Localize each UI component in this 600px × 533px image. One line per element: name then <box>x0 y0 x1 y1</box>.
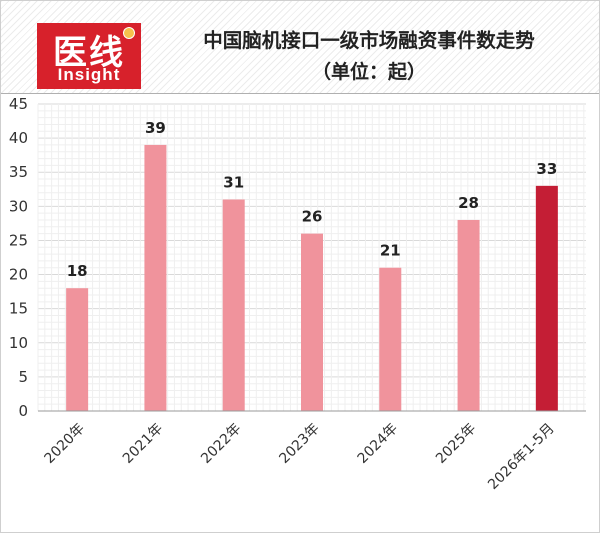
x-tick-label: 2022年 <box>198 421 244 467</box>
data-label: 39 <box>145 119 166 137</box>
bar <box>144 144 167 411</box>
data-label: 21 <box>380 242 401 260</box>
data-label: 18 <box>67 262 88 280</box>
grid-layer <box>37 103 586 412</box>
x-tick-label: 2021年 <box>120 421 166 467</box>
bar <box>457 219 480 411</box>
logo-chinese-text: 医线 <box>53 33 125 73</box>
chart-title: 中国脑机接口一级市场融资事件数走势 <box>203 29 535 52</box>
bars-layer <box>66 144 558 411</box>
bar <box>535 185 558 411</box>
y-tick-label: 20 <box>9 266 28 284</box>
x-tick-label: 2023年 <box>276 421 322 467</box>
y-tick-label: 10 <box>9 334 28 352</box>
x-tick-label: 2026年1-5月 <box>485 421 557 493</box>
x-tick-label: 2024年 <box>355 421 401 467</box>
bar <box>379 267 402 411</box>
labels-layer: 18 39 31 26 21 28 33 <box>67 119 558 280</box>
chart-subtitle: （单位：起） <box>311 61 426 83</box>
brand-logo: 医线 Insight <box>37 23 141 89</box>
y-tick-label: 0 <box>18 402 28 420</box>
y-tick-label: 40 <box>9 129 28 147</box>
y-tick-label: 45 <box>9 95 28 113</box>
data-label: 28 <box>458 194 479 212</box>
y-tick-label: 25 <box>9 231 28 249</box>
x-tick-label: 2025年 <box>433 421 479 467</box>
bar <box>222 199 245 411</box>
bar <box>301 233 323 411</box>
x-tick-label: 2020年 <box>42 421 88 467</box>
x-axis: 2020年 2021年 2022年 2023年 2024年 2025年 2026年1-5月 <box>38 410 586 493</box>
logo-english-text: Insight <box>57 65 121 84</box>
y-tick-label: 35 <box>9 163 28 181</box>
data-label: 26 <box>302 208 323 226</box>
y-axis: 0 5 10 15 20 25 30 35 40 45 <box>9 95 28 420</box>
chart-header: 医线 Insight 中国脑机接口一级市场融资事件数走势 （单位：起） <box>1 1 599 94</box>
y-tick-label: 15 <box>9 300 28 318</box>
logo-dot-icon <box>123 27 135 39</box>
y-tick-label: 5 <box>18 368 28 386</box>
bar <box>66 288 89 411</box>
data-label: 33 <box>536 160 557 178</box>
y-tick-label: 30 <box>9 197 28 215</box>
data-label: 31 <box>223 174 244 192</box>
